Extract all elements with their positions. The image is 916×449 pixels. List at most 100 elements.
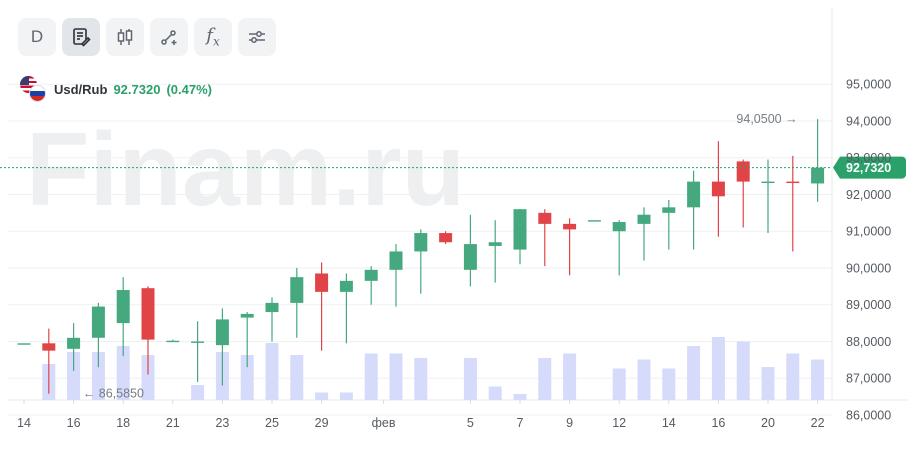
candle-body (116, 290, 130, 324)
volume-bar (290, 355, 304, 400)
chart-toolbar: D fx (18, 18, 276, 56)
candles-icon (117, 29, 133, 45)
volume-bar (141, 355, 155, 400)
volume-bar (538, 358, 552, 400)
annotations: 92,7320 94,0500 → ← 86,5850 (0, 112, 906, 401)
x-tick-label: 14 (662, 416, 676, 430)
y-tick-label: 88,0000 (846, 335, 891, 349)
x-tick-label: 29 (315, 416, 329, 430)
volume-bar (662, 368, 676, 400)
x-tick-label: 18 (116, 416, 130, 430)
volume-bar (637, 359, 651, 400)
candle-body (290, 277, 304, 303)
draw-note-icon (73, 28, 91, 47)
volume-bar (488, 386, 502, 400)
settings-button[interactable] (238, 18, 276, 56)
volume-bar (687, 346, 701, 400)
candle-body (463, 244, 477, 270)
candle-body (339, 280, 353, 292)
y-axis: 86,0000 87,0000 88,0000 89,0000 90,0000 91,00… (846, 78, 891, 423)
y-tick-label: 92,0000 (846, 188, 891, 202)
last-value: 92.7320 (113, 81, 161, 97)
candle-body (166, 340, 180, 343)
candle-body (91, 306, 105, 338)
volume-bar (339, 392, 353, 400)
change-percent: (0.47%) (166, 81, 212, 97)
volume-bar (761, 367, 775, 400)
symbol-name[interactable]: Usd/Rub (54, 81, 108, 97)
volume-bar (91, 352, 105, 400)
candle-body (538, 212, 552, 224)
volume-bar (116, 346, 130, 400)
volume-bar (463, 358, 477, 400)
volume-bar (364, 353, 378, 400)
x-tick-label: 7 (517, 416, 524, 430)
currency-flags-icon (20, 76, 48, 102)
candle-body (439, 233, 453, 243)
x-tick-label: 5 (467, 416, 474, 430)
volume-bar (612, 368, 626, 400)
candle-body (587, 220, 601, 222)
y-tick-label: 89,0000 (846, 298, 891, 312)
x-tick-label: 21 (166, 416, 180, 430)
last-price-label: 92,7320 (846, 161, 891, 175)
min-price-label: ← 86,5850 (83, 387, 144, 401)
legend: Usd/Rub 92.7320 (0.47%) (20, 76, 212, 102)
candle-body (215, 319, 229, 346)
candle-body (786, 181, 800, 184)
candle-body (389, 251, 403, 270)
interval-button[interactable]: D (18, 18, 56, 56)
x-tick-label: 20 (761, 416, 775, 430)
y-tick-label: 94,0000 (846, 114, 891, 128)
candle-body (612, 222, 626, 232)
drawing-tools-button[interactable] (150, 18, 188, 56)
volume-bar (786, 353, 800, 400)
volume-bar (736, 341, 750, 400)
volume-bar (389, 353, 403, 400)
volume-bar (563, 353, 577, 400)
volume-bar (191, 385, 205, 400)
x-tick-label: 25 (265, 416, 279, 430)
candle-body (513, 209, 527, 250)
settings-sliders-icon (249, 31, 265, 43)
trend-line-icon (161, 30, 177, 45)
candle-body (191, 341, 205, 343)
x-tick-label: 22 (811, 416, 825, 430)
volume-bar (315, 392, 329, 400)
y-tick-label: 91,0000 (846, 225, 891, 239)
volume-bar (265, 343, 279, 400)
ru-flag-icon (29, 85, 46, 102)
x-tick-label: 14 (17, 416, 31, 430)
candle-body (240, 313, 254, 318)
x-tick-label: фев (372, 416, 396, 430)
volume-bar (67, 352, 81, 400)
candle-body (637, 214, 651, 224)
indicators-button[interactable]: fx (194, 18, 232, 56)
last-price-badge (833, 156, 906, 179)
candle-body (364, 269, 378, 281)
x-tick-label: 16 (711, 416, 725, 430)
y-tick-label: 95,0000 (846, 78, 891, 92)
candles[interactable] (17, 119, 825, 394)
interval-label: D (30, 27, 44, 46)
chart-type-button[interactable] (106, 18, 144, 56)
x-axis: 14 16 18 21 23 25 29 фев 5 7 9 12 14 16 20 22 (17, 400, 825, 430)
max-price-label: 94,0500 → (736, 112, 797, 126)
candle-body (141, 288, 155, 340)
y-tick-label: 86,0000 (846, 408, 891, 422)
candle-body (711, 181, 725, 197)
x-tick-label: 16 (67, 416, 81, 430)
function-icon: fx (206, 25, 220, 49)
draw-note-button[interactable] (62, 18, 100, 56)
volume-bars (42, 337, 825, 400)
candle-body (563, 223, 577, 230)
candle-body (488, 242, 502, 246)
volume-bar (811, 359, 825, 400)
volume-bar (513, 394, 527, 400)
volume-bar (711, 337, 725, 400)
candle-body (17, 343, 31, 345)
candle-body (811, 167, 825, 184)
x-tick-label: 9 (566, 416, 573, 430)
candle-body (67, 337, 81, 349)
